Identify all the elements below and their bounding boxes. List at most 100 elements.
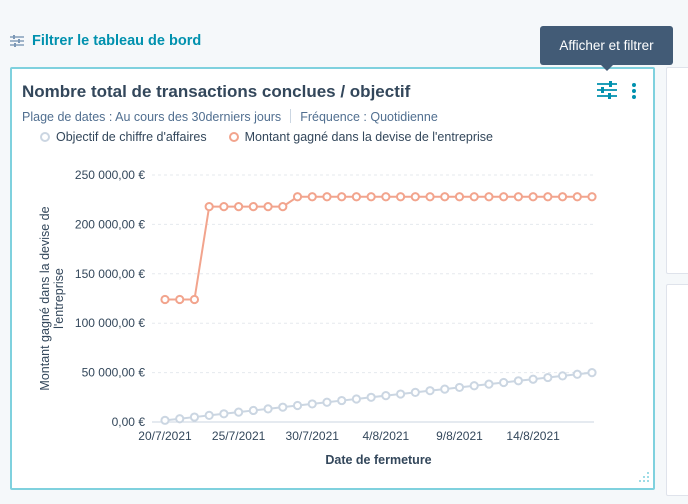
view-and-filter-tooltip: Afficher et filtrer xyxy=(540,26,673,65)
data-point xyxy=(528,374,538,384)
x-tick-label: 9/8/2021 xyxy=(436,429,483,443)
data-point xyxy=(513,192,523,202)
x-tick-label: 20/7/2021 xyxy=(138,429,192,443)
data-point xyxy=(234,202,244,212)
report-title: Nombre total de transactions conclues / … xyxy=(22,82,411,101)
data-point xyxy=(499,192,509,202)
tooltip-arrow xyxy=(600,64,614,71)
data-point xyxy=(307,192,317,202)
data-point xyxy=(469,381,479,391)
data-point xyxy=(543,372,553,383)
data-point xyxy=(351,394,362,404)
more-actions-button[interactable] xyxy=(631,82,637,105)
data-point xyxy=(557,371,568,381)
y-axis-title-line: l'entreprise xyxy=(52,268,66,329)
view-and-filter-button[interactable] xyxy=(597,81,617,104)
data-point xyxy=(410,192,420,202)
data-point xyxy=(219,409,229,419)
series-line-1 xyxy=(165,195,592,301)
adjacent-card-bottom xyxy=(666,284,688,496)
line-chart: 0,00 € 50 000,00 € 100 000,00 € 150 000,00 … xyxy=(38,168,597,467)
data-point xyxy=(263,202,273,212)
data-point xyxy=(337,192,347,202)
data-point xyxy=(454,192,465,202)
data-point xyxy=(425,386,435,396)
data-point xyxy=(557,192,568,202)
x-tick-label: 25/7/2021 xyxy=(212,429,266,443)
legend-label: Montant gagné dans la devise de l'entrep… xyxy=(244,130,494,144)
data-point xyxy=(160,294,170,305)
filter-dashboard-button[interactable]: Filtrer le tableau de bord xyxy=(10,33,201,49)
data-point xyxy=(337,395,347,406)
y-tick-label: 150 000,00 € xyxy=(75,267,145,281)
data-point xyxy=(189,294,200,305)
data-point xyxy=(307,399,317,409)
data-point xyxy=(469,192,479,202)
data-point xyxy=(263,404,273,414)
filter-dashboard-label: Filtrer le tableau de bord xyxy=(32,33,202,49)
data-point xyxy=(499,377,509,388)
x-tick-label: 4/8/2021 xyxy=(363,429,410,443)
data-point xyxy=(160,415,170,425)
data-point xyxy=(278,402,288,412)
y-tick-label: 100 000,00 € xyxy=(75,316,145,330)
data-point xyxy=(440,384,450,394)
data-point xyxy=(484,379,494,389)
x-axis-title: Date de fermeture xyxy=(325,453,431,467)
data-point xyxy=(440,192,450,202)
data-point xyxy=(234,407,244,417)
x-tick-label: 14/8/2021 xyxy=(506,429,560,443)
legend-label: Objectif de chiffre d'affaires xyxy=(56,130,207,144)
data-point xyxy=(395,389,406,399)
resize-icon[interactable] xyxy=(636,471,650,485)
data-point xyxy=(292,192,303,202)
data-point xyxy=(366,192,376,202)
sliders-icon xyxy=(597,81,617,99)
data-point xyxy=(572,369,582,379)
legend-marker-icon xyxy=(228,132,239,142)
y-tick-label: 50 000,00 € xyxy=(82,366,146,380)
y-tick-label: 250 000,00 € xyxy=(75,168,145,182)
series-line-0 xyxy=(164,371,593,422)
data-point xyxy=(322,192,332,202)
data-point xyxy=(219,202,229,212)
data-point xyxy=(366,392,376,402)
sliders-icon xyxy=(10,35,24,47)
y-axis-title-line: Montant gagné dans la devise de xyxy=(38,206,52,390)
legend-marker-icon xyxy=(40,132,50,142)
data-point xyxy=(381,391,391,401)
data-point xyxy=(189,412,200,422)
data-point xyxy=(484,192,494,202)
divider xyxy=(290,109,292,123)
data-point xyxy=(322,397,332,407)
data-point xyxy=(513,376,523,386)
data-point xyxy=(204,202,214,212)
y-tick-label: 0,00 € xyxy=(112,415,146,429)
data-point xyxy=(381,192,391,202)
data-point xyxy=(528,192,538,202)
data-point xyxy=(587,192,597,202)
legend-item-amount[interactable]: Montant gagné dans la devise de l'entrep… xyxy=(228,130,494,144)
data-point xyxy=(395,192,406,202)
data-point xyxy=(543,192,553,202)
data-point xyxy=(278,202,288,212)
data-point xyxy=(351,192,362,202)
data-point xyxy=(248,405,258,416)
chart-legend: Objectif de chiffre d'affaires Montant g… xyxy=(40,130,515,144)
data-point xyxy=(204,410,214,420)
frequency-text: Fréquence : Quotidienne xyxy=(300,110,438,124)
data-point xyxy=(587,368,597,378)
y-axis-title: Montant gagné dans la devise del'entrepr… xyxy=(38,206,66,390)
legend-item-target[interactable]: Objectif de chiffre d'affaires xyxy=(40,130,207,144)
data-point xyxy=(454,382,465,393)
report-card: Nombre total de transactions conclues / … xyxy=(10,67,655,490)
data-point xyxy=(292,400,303,411)
x-tick-label: 30/7/2021 xyxy=(286,429,340,443)
data-point xyxy=(175,414,185,424)
data-point xyxy=(248,202,258,212)
adjacent-card-top xyxy=(666,67,688,274)
more-vertical-icon xyxy=(632,83,636,99)
data-point xyxy=(410,387,420,397)
data-point xyxy=(572,192,582,202)
data-point xyxy=(425,192,435,202)
